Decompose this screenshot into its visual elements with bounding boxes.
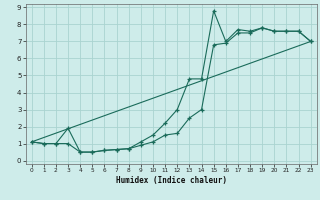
X-axis label: Humidex (Indice chaleur): Humidex (Indice chaleur) <box>116 176 227 185</box>
